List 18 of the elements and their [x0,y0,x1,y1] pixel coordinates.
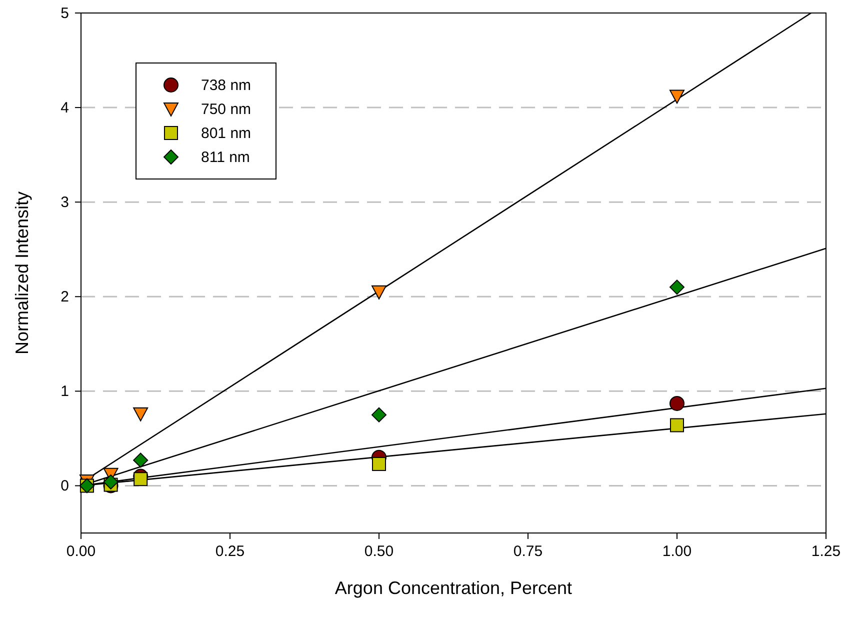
y-tick-label: 3 [60,194,69,212]
y-tick-label: 4 [60,100,69,117]
y-tick-label: 1 [60,383,69,400]
x-tick-label: 1.00 [662,543,692,560]
x-tick-label: 0.75 [513,543,543,560]
legend-label: 738 nm [201,77,252,94]
x-tick-label: 0.25 [215,543,245,560]
y-tick-label: 2 [60,288,69,306]
legend-label: 811 nm [201,149,250,166]
legend-label: 801 nm [201,125,252,142]
legend-label: 750 nm [201,101,252,118]
y-tick-label: 0 [60,478,69,495]
x-tick-label: 1.25 [811,543,841,560]
y-tick-label: 5 [60,5,69,22]
x-tick-label: 0.50 [364,543,394,560]
x-tick-label: 0.00 [66,543,96,560]
y-axis-title: Normalized Intensity [12,191,32,355]
x-axis-title: Argon Concentration, Percent [334,578,572,598]
